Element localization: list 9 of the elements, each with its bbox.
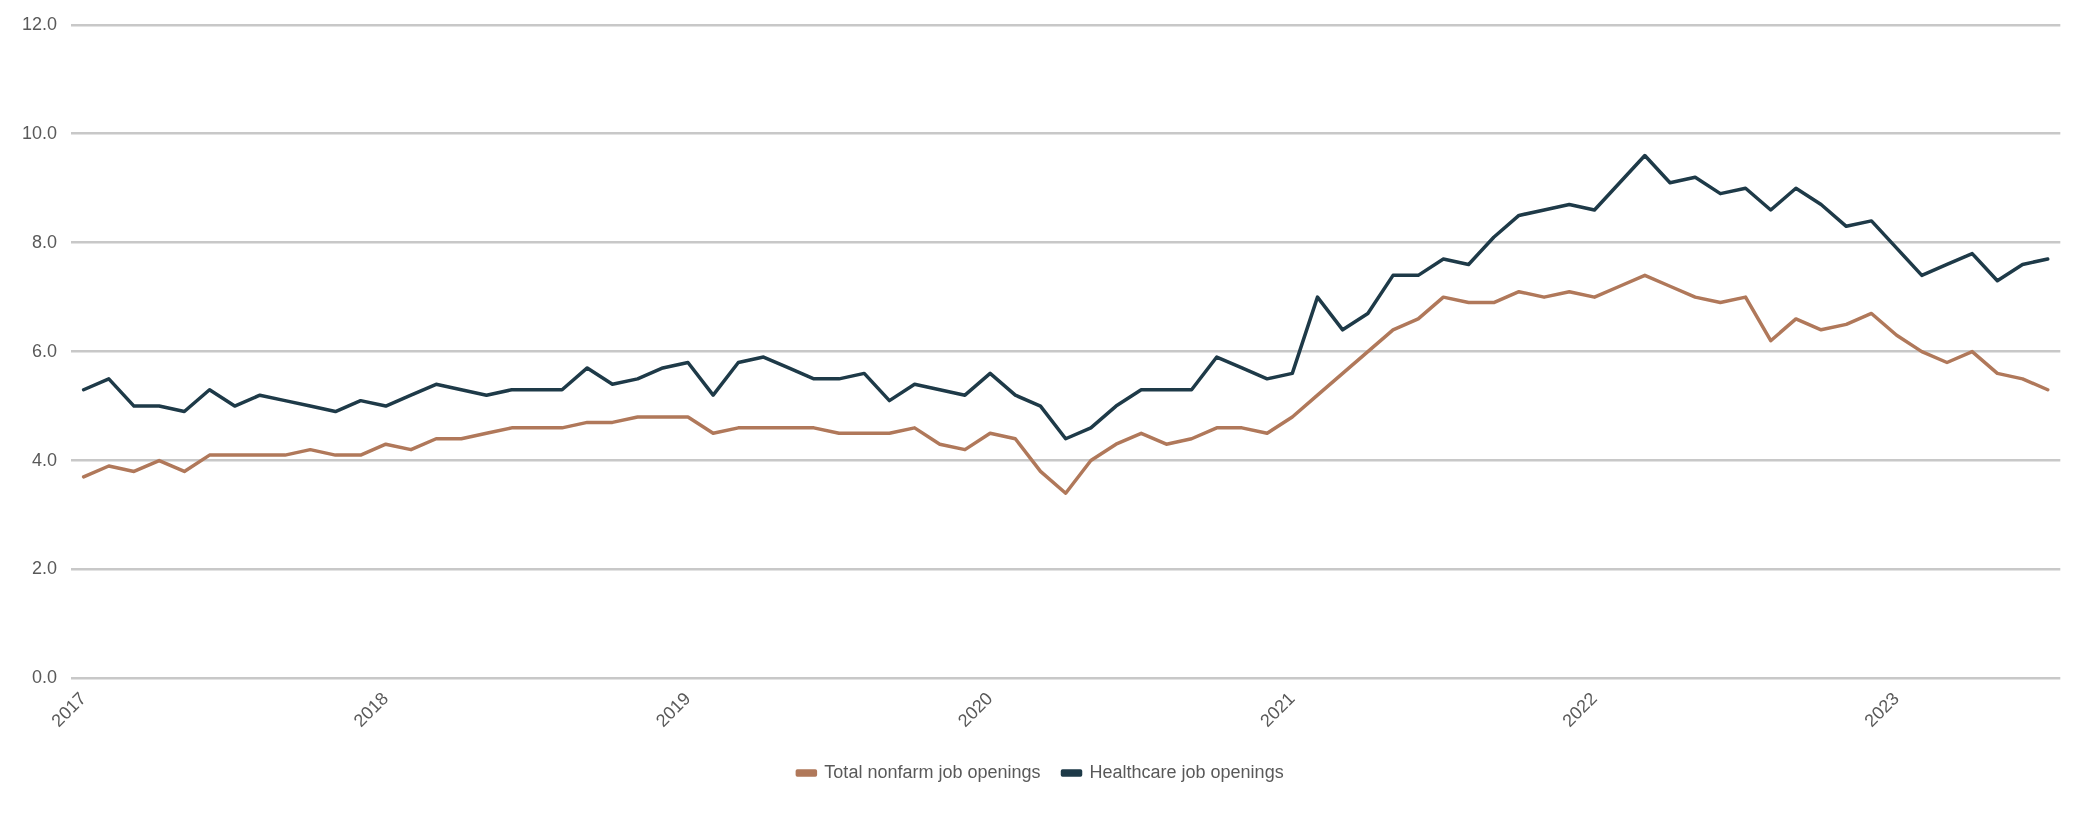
y-tick-label: 8.0 [32,231,58,252]
legend-label: Healthcare job openings [1089,761,1284,782]
y-tick-label: 10.0 [21,122,58,143]
y-tick-label: 2.0 [32,558,58,579]
legend-label: Total nonfarm job openings [824,761,1041,782]
y-tick-label: 6.0 [32,340,58,361]
y-tick-label: 12.0 [21,13,58,34]
y-tick-label: 4.0 [32,449,58,470]
y-tick-label: 0.0 [32,667,58,688]
